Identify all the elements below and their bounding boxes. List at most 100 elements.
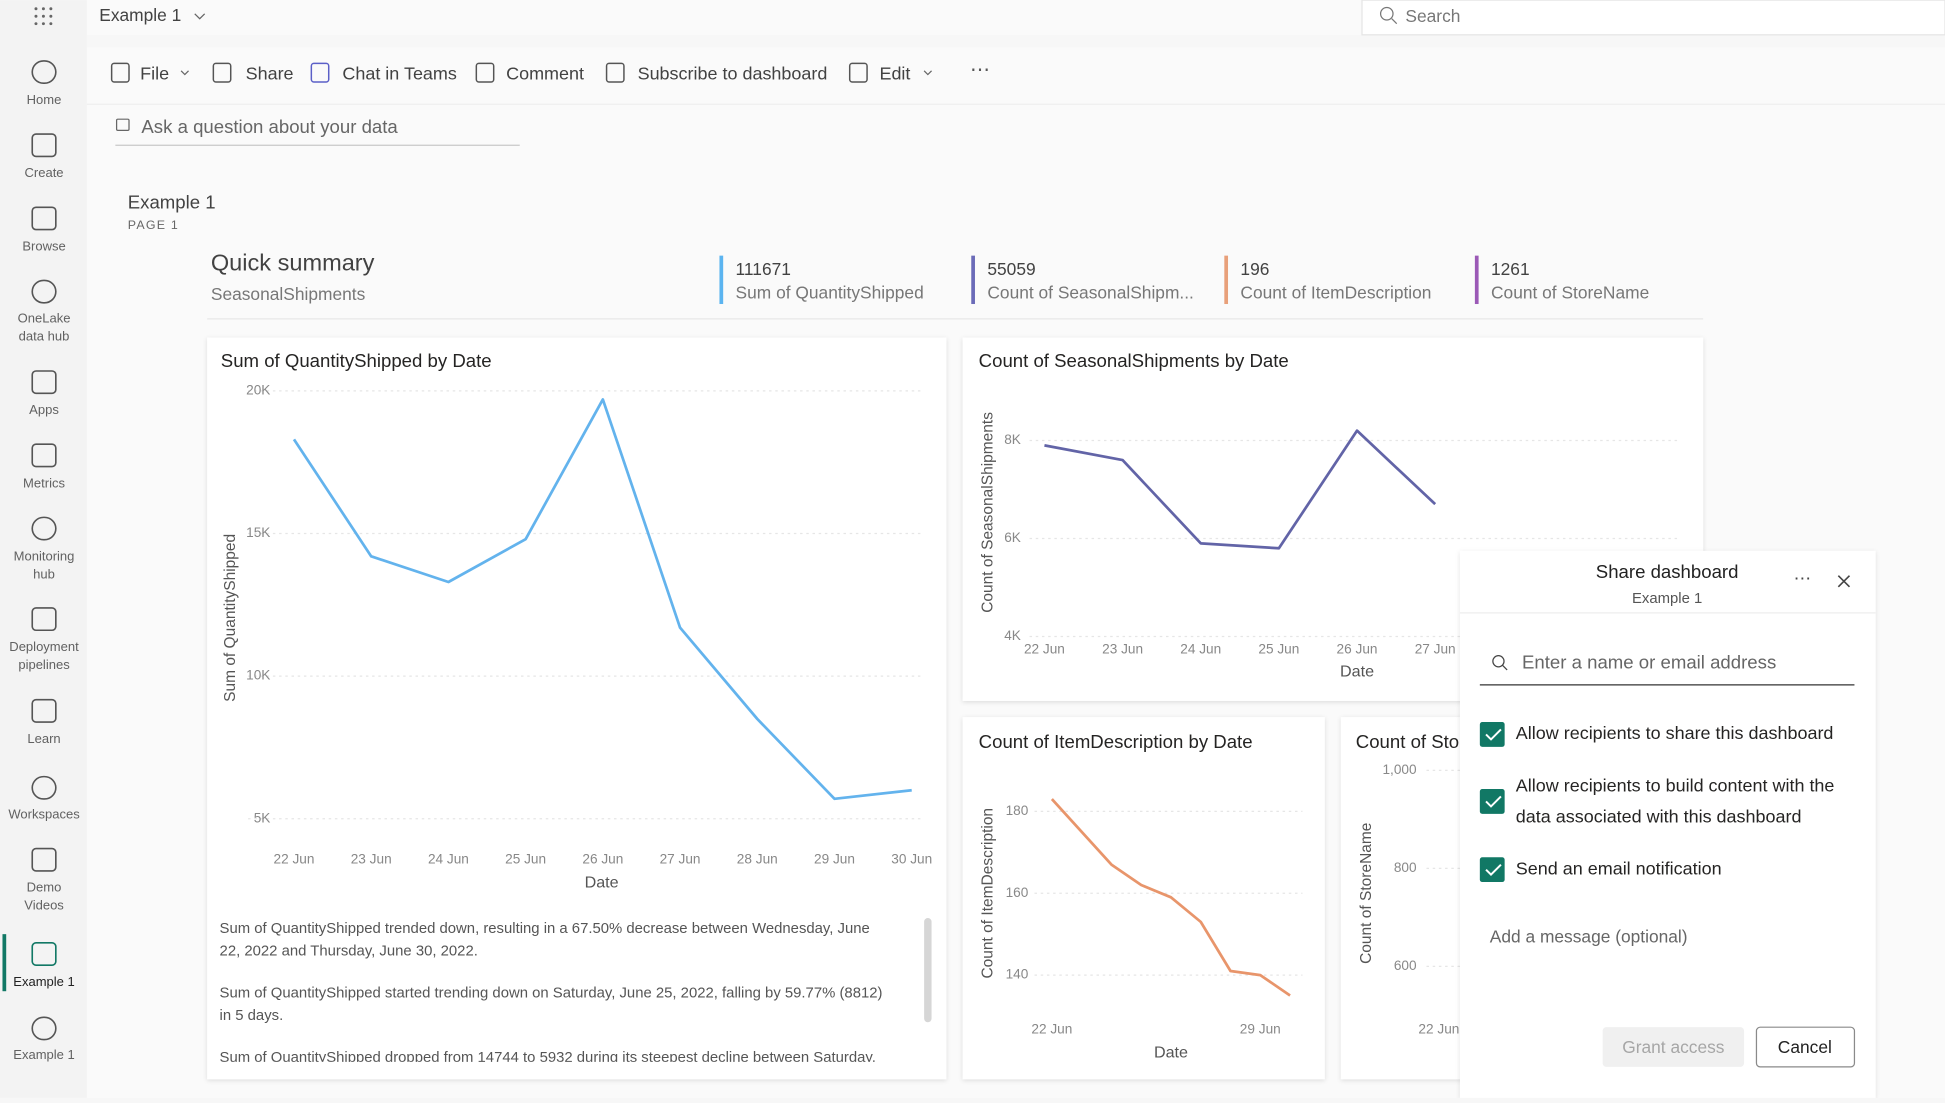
toolbar-icon [212,62,232,83]
dialog-title: Share dashboard [1596,561,1739,582]
card-accent [1474,255,1479,305]
option-label[interactable]: Allow recipients to build content with t… [1516,775,1835,795]
nav-label[interactable]: Demo [27,880,62,895]
nav-icon[interactable] [31,279,57,304]
y-axis-label: Count of StoreName [1358,823,1375,964]
checkbox[interactable] [1479,789,1505,814]
nav-label[interactable]: Workspaces [8,807,80,822]
nav-icon[interactable] [31,516,57,541]
nav-label[interactable]: Deployment [9,639,79,654]
toolbar-item[interactable]: Comment [506,63,584,83]
app-launcher[interactable] [34,7,53,26]
chart: Count of SeasonalShipments by Date 4K 6K 8K… [979,350,1681,681]
toolbar-icon [475,62,495,83]
checkbox[interactable] [1479,722,1505,747]
nav-label[interactable]: Example 1 [13,1047,75,1062]
toolbar-icon [310,62,330,83]
x-axis-label: Date [1340,663,1374,681]
toolbar-item[interactable]: Share [246,63,294,83]
cancel-label[interactable]: Cancel [1778,1037,1832,1057]
nav-label[interactable]: Home [27,92,62,107]
toolbar-item[interactable]: Subscribe to dashboard [638,63,828,83]
qna-input[interactable]: Ask a question about your data [141,116,398,137]
nav-label[interactable]: pipelines [18,657,70,672]
x-tick-label: 22 Jun [1031,1021,1072,1036]
chart-panel [207,337,947,1080]
option-label[interactable]: Allow recipients to share this dashboard [1516,723,1834,743]
nav-label[interactable]: data hub [19,328,70,343]
y-axis-label: Sum of QuantityShipped [222,534,239,702]
x-tick-label: 27 Jun [660,851,701,866]
nav-label[interactable]: hub [33,566,55,581]
option-label[interactable]: data associated with this dashboard [1516,806,1802,826]
nav-icon[interactable] [31,206,57,231]
card-value: 196 [1240,259,1269,279]
card-label: Count of SeasonalShipm... [987,283,1194,303]
scrollbar[interactable] [924,918,932,1023]
toolbar-item[interactable]: Edit [879,63,910,83]
nav-icon[interactable] [31,942,57,966]
x-tick-label: 24 Jun [1180,642,1221,657]
dialog-close[interactable] [1837,575,1851,588]
recipient-input[interactable]: Enter a name or email address [1522,652,1776,673]
x-tick-label: 25 Jun [505,851,546,866]
chart: Count of ItemDescription by Date 140 160 18… [979,731,1303,1062]
nav-icon[interactable] [31,607,57,632]
insights: Sum of QuantityShipped trended down, res… [220,921,883,1062]
nav-label[interactable]: Create [24,165,63,180]
x-tick-label: 29 Jun [814,851,855,866]
y-axis-label: Count of SeasonalShipments [980,412,997,613]
search-placeholder[interactable]: Search [1405,6,1460,26]
search-icon [1501,664,1508,671]
toolbar-item[interactable]: Chat in Teams [342,63,457,83]
nav-icon[interactable] [31,847,57,872]
x-tick-label: 26 Jun [1337,642,1378,657]
cancel-button[interactable] [1755,1026,1856,1068]
grant-button[interactable] [1602,1027,1745,1067]
nav-icon[interactable] [31,60,57,85]
y-tick-label: 140 [1006,967,1029,982]
x-tick-label: 30 Jun [891,851,932,866]
grant-label[interactable]: Grant access [1622,1037,1725,1057]
nav-icon[interactable] [31,133,57,158]
x-tick-label: 27 Jun [1415,642,1456,657]
y-tick-label: 1,000 [1382,762,1417,777]
y-axis-label: Count of ItemDescription [980,808,997,979]
card-label: Sum of QuantityShipped [736,283,924,303]
card-accent [719,255,724,305]
nav-label[interactable]: Apps [29,402,59,417]
option-label[interactable]: Send an email notification [1516,858,1722,878]
card-value: 111671 [736,259,791,279]
nav-icon[interactable] [31,1016,57,1041]
summary-subtitle: SeasonalShipments [211,284,366,304]
nav-icon[interactable] [31,370,57,395]
nav-label[interactable]: Learn [27,731,60,746]
nav-label[interactable]: Videos [24,898,64,913]
chart-title: Sum of QuantityShipped by Date [221,350,492,371]
x-tick-label: 22 Jun [1418,1021,1459,1036]
nav-icon[interactable] [31,775,57,800]
checkbox[interactable] [1479,857,1505,883]
search-box[interactable] [1361,0,1945,36]
insight-text: Sum of QuantityShipped started trending … [220,986,883,1002]
nav-icon[interactable] [31,443,57,468]
qna-icon [115,118,130,131]
nav-icon[interactable] [31,698,57,723]
nav-label[interactable]: OneLake [18,310,71,325]
y-tick-label: 15K [246,525,270,540]
y-tick-label: 10K [246,668,270,683]
nav-label[interactable]: Metrics [23,475,65,490]
workspace-name[interactable]: Example 1 [99,5,181,25]
nav-label[interactable]: Browse [22,238,65,253]
x-axis-label: Date [1154,1044,1188,1062]
message-input[interactable]: Add a message (optional) [1490,926,1688,946]
y-tick-label: 20K [246,382,270,397]
nav-label[interactable]: Example 1 [13,974,75,989]
dialog-more[interactable]: ⋯ [1794,568,1811,588]
nav-label[interactable]: Monitoring [14,549,75,564]
more-button[interactable]: ⋯ [970,59,990,81]
toolbar-item[interactable]: File [140,63,169,83]
checkmark [1485,728,1502,741]
